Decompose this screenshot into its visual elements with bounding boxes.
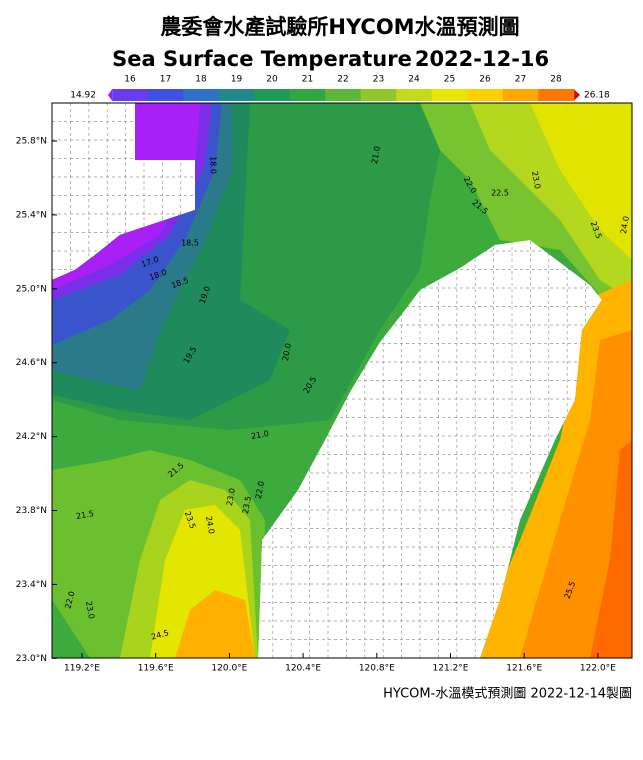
- footer: HYCOM-水溫模式預測圖 2022-12-14製圖: [383, 687, 632, 702]
- contour-label: 22.0: [254, 480, 266, 499]
- lon-label: 122.0°E: [580, 664, 616, 674]
- lon-label: 119.2°E: [64, 664, 100, 674]
- colorbar-cell: [218, 89, 255, 101]
- colorbar-tick-label: 23: [373, 75, 384, 85]
- lon-label: 121.2°E: [433, 664, 469, 674]
- contour-label: 18.0: [209, 156, 218, 174]
- lat-label: 25.8°N: [16, 137, 47, 147]
- contour-label: 23.0: [530, 170, 542, 189]
- contour-label: 21.5: [75, 509, 94, 521]
- colorbar-cell: [254, 89, 291, 101]
- colorbar-max: 26.18: [584, 91, 610, 101]
- colorbar-cell: [112, 89, 149, 101]
- date: 2022-12-16: [415, 47, 549, 71]
- contour-label: 21.0: [370, 145, 382, 164]
- colorbar-tick-label: 18: [195, 75, 207, 85]
- subtitle: Sea Surface Temperature: [112, 47, 412, 71]
- colorbar-cell: [325, 89, 362, 101]
- colorbar-tick-label: 20: [266, 75, 278, 85]
- colorbar-min: 14.92: [70, 91, 96, 101]
- colorbar-cell: [431, 89, 468, 101]
- title: 農委會水產試驗所HYCOM水溫預測圖: [160, 15, 519, 39]
- colorbar-tick-label: 28: [550, 75, 562, 85]
- lon-label: 120.8°E: [359, 664, 395, 674]
- contour-label: 22.0: [63, 590, 76, 610]
- colorbar-tick-label: 25: [444, 75, 455, 85]
- contour-label: 24.0: [204, 515, 216, 534]
- contour-label: 23.5: [241, 495, 253, 514]
- lat-label: 23.4°N: [16, 580, 47, 590]
- lon-label: 119.6°E: [138, 664, 174, 674]
- colorbar-tick-label: 17: [160, 75, 171, 85]
- lat-label: 23.0°N: [16, 654, 47, 664]
- colorbar-tick-label: 27: [515, 75, 526, 85]
- colorbar-cell: [147, 89, 184, 101]
- colorbar-arrow-right: [573, 89, 580, 101]
- contour-label: 23.0: [225, 487, 237, 506]
- lon-label: 120.4°E: [285, 664, 321, 674]
- axes: 25.8°N 25.4°N 25.0°N 24.6°N 24.2°N 23.8°N 23.4…: [16, 137, 616, 674]
- contour-label: 24.5: [150, 628, 170, 641]
- contour-label: 20.0: [281, 342, 293, 361]
- lat-label: 23.8°N: [16, 506, 47, 516]
- contour-label: 21.0: [250, 429, 269, 441]
- colorbar-cell: [360, 89, 397, 101]
- lon-label: 120.0°E: [211, 664, 247, 674]
- colorbar: 16 17 18 19 20 21 22 23 24 25 26 27 28 14.92 26.18: [70, 75, 610, 101]
- contour-label: 22.5: [491, 189, 509, 198]
- contour-label: 18.5: [181, 239, 199, 248]
- contour-labels: 18.018.517.018.018.519.019.5 20.020.521.0…: [63, 145, 631, 641]
- colorbar-cell: [502, 89, 539, 101]
- lon-label: 121.6°E: [506, 664, 542, 674]
- colorbar-cell: [396, 89, 433, 101]
- contour-label: 24.0: [619, 215, 631, 234]
- contour-label: 23.0: [84, 600, 96, 619]
- lat-label: 24.2°N: [16, 432, 47, 442]
- map: 18.018.517.018.018.519.019.5 20.020.521.0…: [52, 103, 632, 658]
- map-frame: [51, 102, 633, 659]
- lat-label: 25.0°N: [16, 284, 47, 294]
- colorbar-cell: [538, 89, 575, 101]
- colorbar-cell: [289, 89, 326, 101]
- colorbar-tick-label: 21: [302, 75, 313, 85]
- colorbar-cell: [467, 89, 504, 101]
- lat-label: 25.4°N: [16, 210, 47, 220]
- colorbar-tick-label: 19: [231, 75, 243, 85]
- colorbar-tick-label: 26: [479, 75, 491, 85]
- colorbar-tick-label: 24: [408, 75, 420, 85]
- lat-label: 24.6°N: [16, 358, 47, 368]
- colorbar-arrow-left: [108, 89, 113, 101]
- colorbar-cell: [183, 89, 220, 101]
- colorbar-tick-label: 16: [124, 75, 136, 85]
- colorbar-tick-label: 22: [337, 75, 348, 85]
